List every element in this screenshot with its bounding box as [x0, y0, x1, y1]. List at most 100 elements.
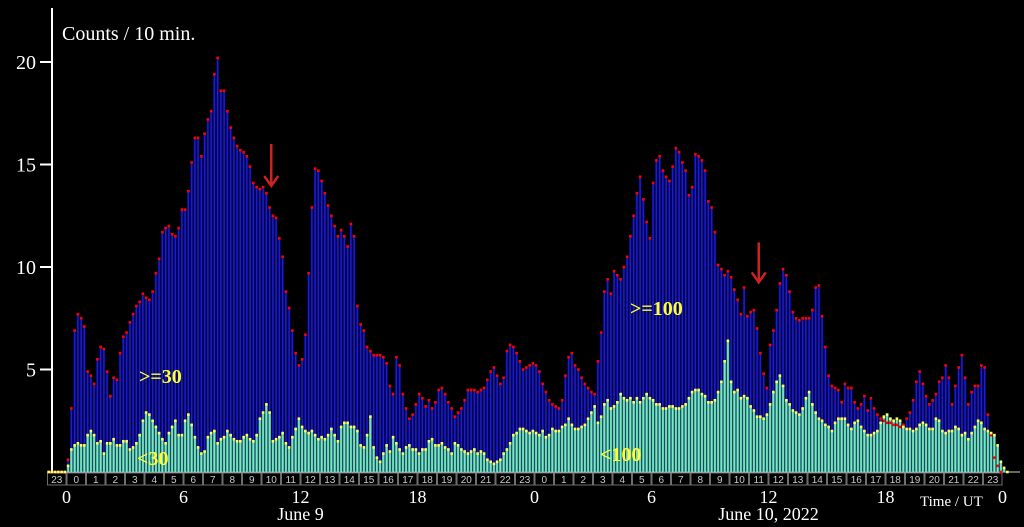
lower-point	[814, 411, 817, 414]
lower-point	[918, 423, 921, 427]
lower-bar-line	[80, 445, 82, 472]
lower-bar-line	[610, 408, 612, 472]
hour-label: 0	[541, 475, 547, 486]
upper-bar-line	[382, 357, 385, 472]
hour-label: 10	[734, 475, 746, 486]
upper-point	[892, 423, 895, 427]
upper-bar-line	[314, 168, 316, 472]
upper-point	[726, 269, 730, 273]
lower-bar-line	[912, 431, 914, 472]
upper-bar-line	[736, 299, 739, 472]
lower-point	[606, 398, 609, 402]
lower-point	[89, 429, 93, 433]
upper-point	[573, 364, 577, 367]
upper-point	[954, 384, 957, 388]
upper-point	[167, 224, 171, 228]
hour-label: 17	[402, 475, 414, 486]
lower-bar-line	[710, 402, 713, 472]
lower-point	[671, 405, 674, 408]
upper-point	[476, 390, 479, 394]
lower-point	[66, 464, 70, 468]
lower-point	[928, 427, 931, 431]
upper-point	[222, 89, 226, 92]
lower-point	[180, 433, 184, 437]
upper-point	[427, 398, 431, 402]
hour-box	[144, 472, 164, 486]
lower-point	[144, 411, 148, 414]
hour-label: 19	[909, 475, 921, 486]
upper-point	[434, 401, 437, 404]
lower-bar-line	[161, 439, 164, 472]
upper-bar-line	[714, 232, 716, 472]
upper-bar-line	[252, 182, 255, 472]
upper-bar-line	[476, 392, 479, 472]
lower-bar-line	[827, 426, 830, 472]
upper-bar-line	[70, 408, 73, 472]
lower-bar-line	[132, 447, 134, 472]
upper-point	[343, 234, 346, 238]
lower-point	[284, 442, 288, 445]
lower-bar-line	[600, 416, 602, 472]
lower-point	[986, 429, 990, 433]
lower-point	[466, 452, 470, 455]
lower-point	[733, 390, 736, 394]
upper-bar-line	[359, 324, 362, 472]
hour-label: 1	[561, 475, 567, 486]
lower-point	[382, 452, 385, 455]
upper-point	[248, 165, 252, 168]
lower-point	[307, 431, 310, 435]
lower-point	[469, 450, 473, 453]
lower-point	[768, 403, 772, 406]
upper-bar-line	[311, 207, 313, 473]
upper-point	[788, 290, 791, 293]
upper-point	[970, 390, 973, 394]
upper-point	[148, 298, 151, 302]
lower-bar-line	[658, 404, 661, 472]
lower-point	[967, 437, 970, 441]
lower-point	[720, 380, 723, 384]
lower-bar-line	[623, 398, 625, 472]
upper-bar-line	[148, 299, 151, 472]
lower-bar-line	[834, 422, 836, 472]
upper-bar-line	[704, 170, 706, 472]
bars-lower-series	[66, 340, 1006, 472]
upper-bar-line	[353, 236, 355, 472]
lower-point	[274, 437, 278, 441]
lower-point	[473, 448, 476, 451]
lower-point	[781, 384, 785, 388]
upper-bar-line	[798, 320, 801, 472]
upper-bar-line	[623, 267, 625, 472]
upper-bar-line	[265, 193, 268, 472]
lower-point	[216, 442, 219, 445]
lower-point	[547, 433, 551, 437]
lower-bar-line	[298, 418, 300, 472]
lower-point	[60, 470, 63, 474]
lower-bar-line	[922, 422, 924, 472]
upper-point	[749, 310, 752, 314]
lower-point	[911, 429, 915, 433]
lower-point	[765, 413, 769, 416]
upper-bar-line	[717, 264, 719, 472]
upper-bar-line	[694, 154, 697, 472]
lower-bar-line	[506, 449, 508, 472]
upper-point	[651, 181, 655, 185]
upper-bar-line	[499, 383, 502, 472]
lower-bar-line	[558, 431, 560, 472]
lower-point	[707, 401, 710, 404]
upper-bar-line	[629, 236, 632, 472]
lower-bar-line	[512, 435, 515, 472]
hour-box	[203, 472, 223, 486]
lower-bar-line	[840, 418, 843, 472]
lower-bar-line	[733, 392, 736, 472]
lower-point	[206, 435, 210, 439]
lower-bar-line	[122, 441, 125, 472]
upper-point	[941, 376, 944, 379]
lower-bar-line	[665, 408, 667, 472]
lower-bar-line	[181, 435, 183, 472]
upper-bar-line	[268, 207, 271, 473]
upper-point	[931, 398, 934, 402]
hour-box	[476, 472, 496, 486]
upper-point	[960, 353, 964, 357]
lower-point	[460, 448, 463, 451]
lower-point	[811, 403, 814, 406]
